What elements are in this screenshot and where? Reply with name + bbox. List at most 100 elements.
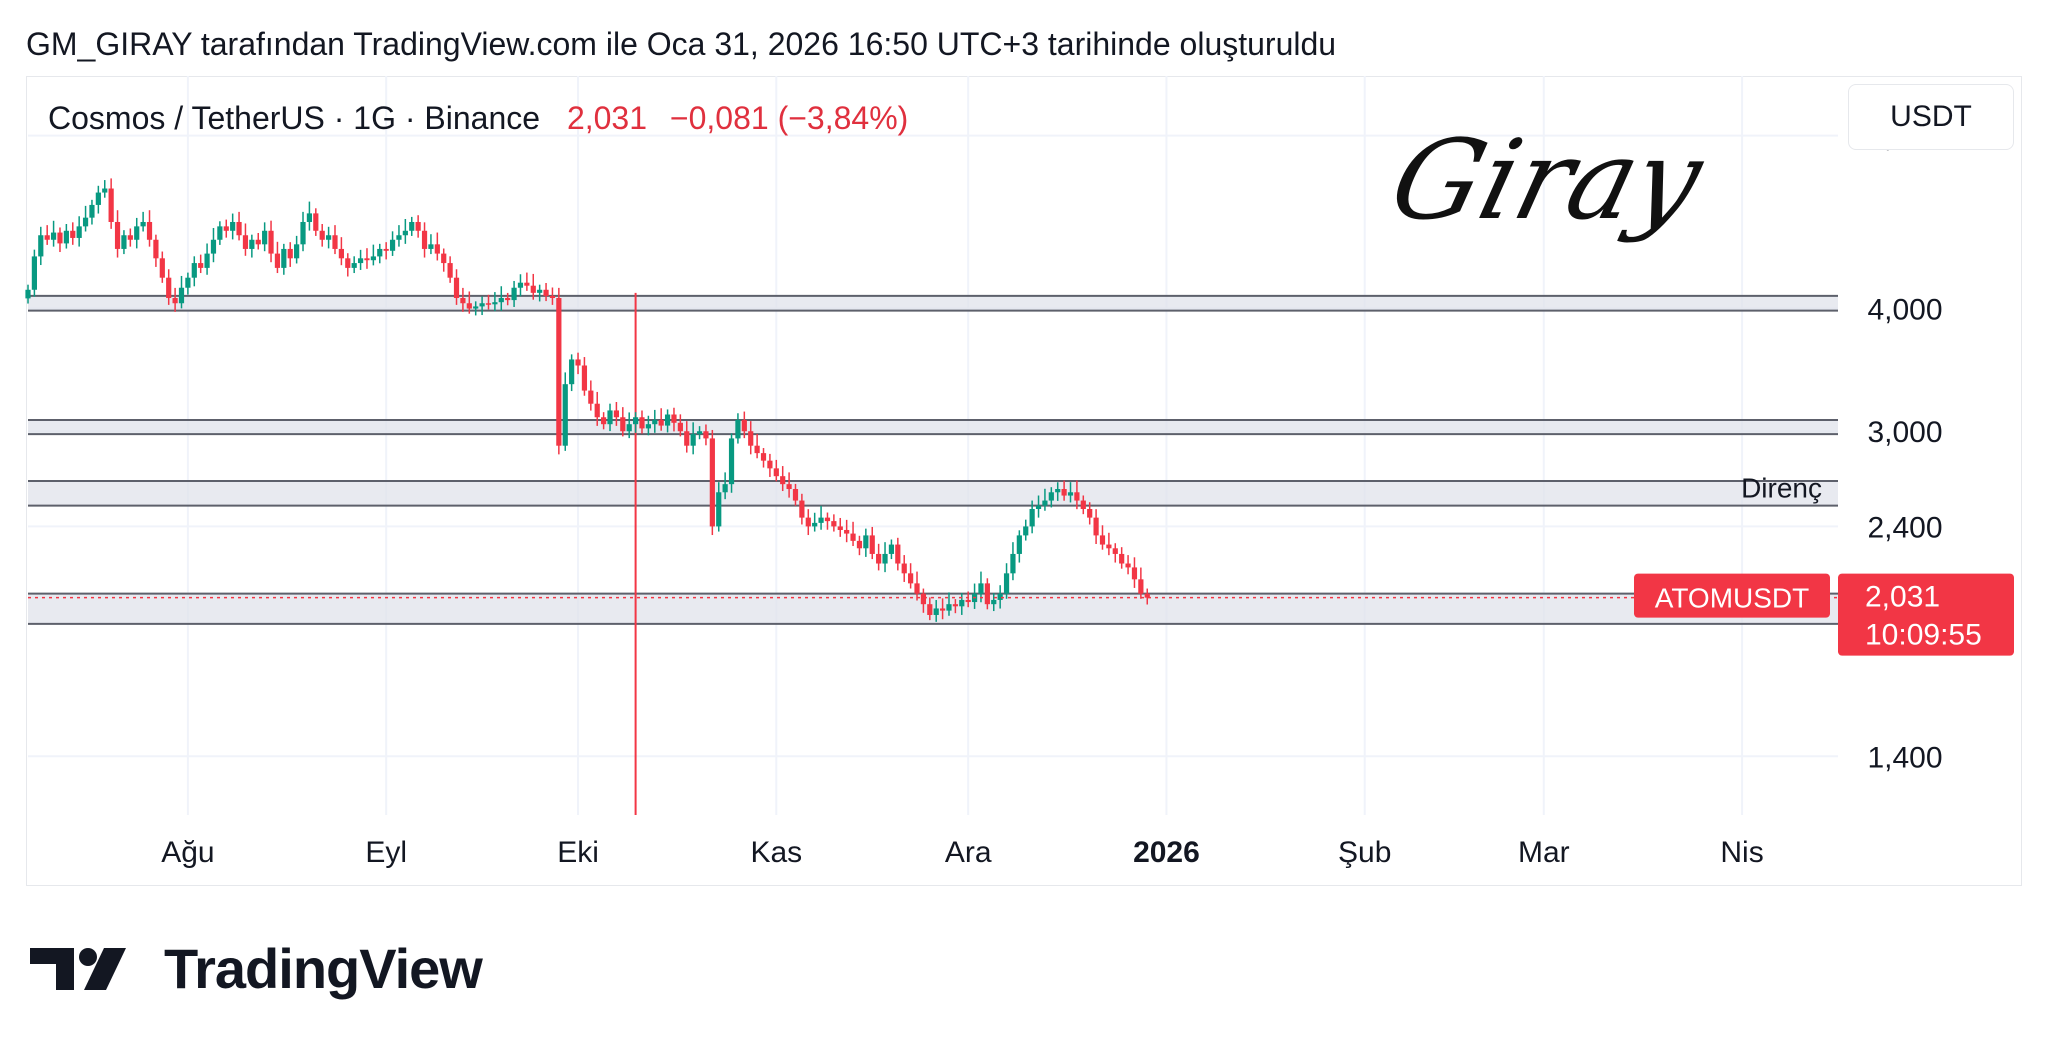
candle-body [754,445,760,454]
candle-body [485,303,492,305]
candle [57,227,63,253]
candle-body [939,608,946,611]
candle-body [1035,505,1042,510]
candle-body [319,230,325,240]
candle-body [863,535,869,549]
candle [31,249,37,297]
candle-body [562,384,568,446]
candle-body [38,235,44,257]
candle [345,253,351,277]
currency-button[interactable]: USDT [1848,84,2014,150]
candle-body [281,248,287,268]
price-box-countdown: 10:09:55 [1865,619,1982,652]
candle [421,222,428,258]
candle-body [402,230,408,236]
candle [812,512,818,532]
candle [831,514,837,532]
candle [319,224,325,247]
candle [780,466,786,492]
candle-body [722,484,728,493]
candle [409,216,415,236]
candle-body [351,263,357,268]
candle [537,284,543,302]
candle [25,284,31,304]
candle-body [191,263,197,278]
candle-body [134,226,140,240]
candle [1080,495,1086,515]
candle-body [466,303,472,309]
candle-body [812,522,818,527]
grid-lines [28,76,1838,815]
candle [959,593,965,615]
candle [102,180,108,198]
candle [556,287,562,455]
signature-text: Giray [1379,117,1716,245]
candle-body [326,235,332,240]
candle [268,220,274,263]
candle-body [895,544,901,564]
candle [428,234,434,255]
candle [908,563,914,589]
candle-body [172,298,178,304]
signature: Giray [1379,117,1716,245]
candle-body [824,517,831,522]
candle [530,273,536,300]
candle [754,433,760,459]
candle-body [415,221,421,231]
candle [1087,502,1093,525]
candle-body [1074,492,1080,501]
candle [863,528,869,557]
candle-body [306,213,313,222]
candle-body [799,500,805,518]
candle-body [1106,544,1112,549]
candle [166,269,172,305]
candle [127,228,133,247]
x-tick-label: Eki [557,836,599,869]
candle-body [601,417,607,425]
candle-body [63,230,69,244]
last-price-label: ATOMUSDT 2,031 10:09:55 [1634,573,2014,656]
candle-body [524,282,530,286]
candle-body [984,583,990,605]
candle-body [658,420,664,426]
candle [217,221,223,245]
candle [108,178,114,229]
candle [1093,509,1099,545]
candle [1061,480,1067,501]
candle-body [575,359,581,366]
candle [652,409,658,433]
candle [850,521,856,547]
candle-body [217,226,223,240]
candle [441,248,447,272]
candle-body [959,599,965,607]
candle-body [153,239,159,259]
candle-body [869,535,875,554]
candle [1067,482,1074,503]
candle-body [920,593,927,605]
symbol-legend[interactable]: Cosmos / TetherUS · 1G · Binance 2,031 −… [48,100,908,137]
candle-body [933,608,939,615]
candle [172,287,178,312]
candle-body [965,599,971,603]
candle [38,226,44,266]
candle-body [421,230,428,249]
candle [543,283,549,302]
candle [274,241,281,274]
candle [1016,530,1022,563]
price-change: −0,081 (−3,84%) [669,100,909,136]
candle [281,243,287,275]
candle-body [549,295,556,299]
candle-body [70,230,76,238]
candle [204,243,210,275]
candle-body [1138,579,1144,594]
candle [242,223,249,256]
candle [326,226,332,249]
candle-body [389,239,396,251]
candle-body [850,533,856,541]
zone-1 [28,420,1838,435]
candle [338,237,344,266]
candle-body [882,553,888,564]
candle [690,422,696,455]
tradingview-logo[interactable]: TradingView [30,936,483,1001]
